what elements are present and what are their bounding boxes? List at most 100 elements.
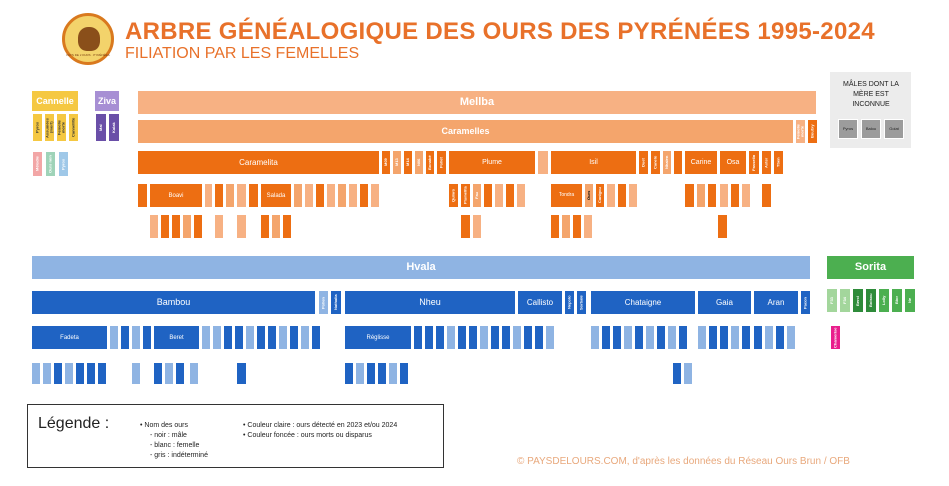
bear-small	[479, 325, 489, 350]
bear-small	[109, 325, 119, 350]
bear-reglisse: Réglisse	[344, 325, 412, 350]
bear-small: M14	[403, 150, 413, 175]
bear-small	[435, 325, 445, 350]
bear-small	[516, 183, 526, 208]
bear-small: Passelin	[748, 150, 760, 175]
bear-small	[550, 214, 560, 239]
bear-small	[786, 325, 796, 350]
bear-small	[719, 325, 729, 350]
bear-small: Nhalen	[662, 150, 672, 175]
bear-sorita: Sorita	[826, 255, 915, 280]
bear-small	[131, 362, 141, 385]
bear-small: Aster	[761, 150, 772, 175]
bear-extra: Ours non	[45, 151, 56, 177]
bear-small	[348, 183, 358, 208]
bear-pyros: Pyros	[838, 119, 858, 139]
bear-small: Pollet	[436, 150, 447, 175]
bear-salada: Salada	[260, 183, 292, 208]
bear-small	[490, 325, 500, 350]
bear-chamerise: Chamerise	[830, 325, 841, 350]
bear-beret: Beret	[153, 325, 200, 350]
bear-small	[131, 325, 141, 350]
bear-small	[617, 183, 627, 208]
bear-nheu: Nheu	[344, 290, 516, 315]
bear-small	[590, 325, 600, 350]
bear-tondra: Tondra	[550, 183, 583, 208]
bear-small	[278, 325, 288, 350]
bear-small	[31, 362, 41, 385]
bear-ziva-child: Kalak	[108, 113, 120, 142]
bear-small	[236, 214, 247, 239]
legend-item: - blanc : femelle	[150, 442, 200, 449]
bear-small	[175, 362, 185, 385]
bear-boavi: Boavi	[149, 183, 203, 208]
bear-small	[214, 183, 224, 208]
bear-small	[719, 183, 729, 208]
bear-small	[623, 325, 633, 350]
bear-small: M09	[381, 150, 391, 175]
bear-small	[457, 325, 467, 350]
bear-small	[697, 325, 707, 350]
bear-small	[673, 150, 683, 175]
bear-ziva: Ziva	[94, 90, 120, 112]
credit-text: © PAYSDELOURS.COM, d'après les données d…	[517, 456, 850, 467]
bear-small: N06	[414, 150, 424, 175]
bear-small	[634, 325, 644, 350]
bear-carine: Carine	[684, 150, 718, 175]
bear-small	[271, 214, 281, 239]
bear-small	[86, 362, 96, 385]
bear-small	[534, 325, 544, 350]
bear-small: Ours	[584, 183, 594, 208]
bear-small	[204, 183, 213, 208]
bear-small	[377, 362, 387, 385]
bear-small	[214, 214, 224, 239]
legend-item: • Couleur claire : ours détecté en 2023 …	[243, 422, 398, 429]
bear-small	[75, 362, 85, 385]
legend-item: • Couleur foncée : ours morts ou disparu…	[243, 432, 372, 439]
bear-small: Femelle morte	[795, 119, 806, 144]
bear-small	[561, 214, 571, 239]
bear-osa: Osa	[719, 150, 747, 175]
legend-title: Légende :	[38, 415, 110, 432]
bear-small	[764, 325, 774, 350]
bear-small	[201, 325, 211, 350]
bear-small	[523, 325, 533, 350]
bear-small	[267, 325, 277, 350]
bear-small: Plumelita	[460, 183, 471, 208]
legend-item: • Nom des ours	[140, 422, 188, 429]
bear-small	[483, 183, 493, 208]
bear-small	[120, 325, 130, 350]
logo-text: PAYS DE L'OURS · PYRÉNÉES	[66, 53, 110, 57]
bear-small	[388, 362, 398, 385]
bear-small	[645, 325, 655, 350]
bear-small	[212, 325, 222, 350]
bear-goiat: Goiat	[884, 119, 904, 139]
bear-small	[366, 362, 376, 385]
bear-small	[359, 183, 369, 208]
bear-small: Ne	[904, 288, 916, 313]
bear-small: Duet	[638, 150, 649, 175]
bear-gaia: Gaia	[697, 290, 752, 315]
legend-item: - gris : indéterminé	[150, 452, 208, 459]
legend-box: Légende : • Nom des ours - noir : mâle -…	[27, 404, 444, 468]
bear-small	[153, 362, 163, 385]
bear-small: Fau	[472, 183, 482, 208]
bear-plume: Plume	[448, 150, 536, 175]
bear-fadeta: Fadeta	[31, 325, 108, 350]
bear-small	[537, 150, 549, 175]
bear-small	[708, 325, 718, 350]
bear-small	[628, 183, 638, 208]
bear-small	[171, 214, 181, 239]
bear-small: Canigou	[595, 183, 605, 208]
bear-small	[399, 362, 409, 385]
bear-small	[289, 325, 299, 350]
bear-small	[424, 325, 434, 350]
bear-cannelle-child: Assumées (mort)	[44, 113, 55, 142]
bear-small	[53, 362, 63, 385]
bear-small: M13	[392, 150, 402, 175]
bear-small	[460, 214, 471, 239]
bear-small	[149, 214, 159, 239]
bear-small	[236, 183, 247, 208]
bear-small: Pollen	[318, 290, 329, 315]
bear-small	[315, 183, 325, 208]
